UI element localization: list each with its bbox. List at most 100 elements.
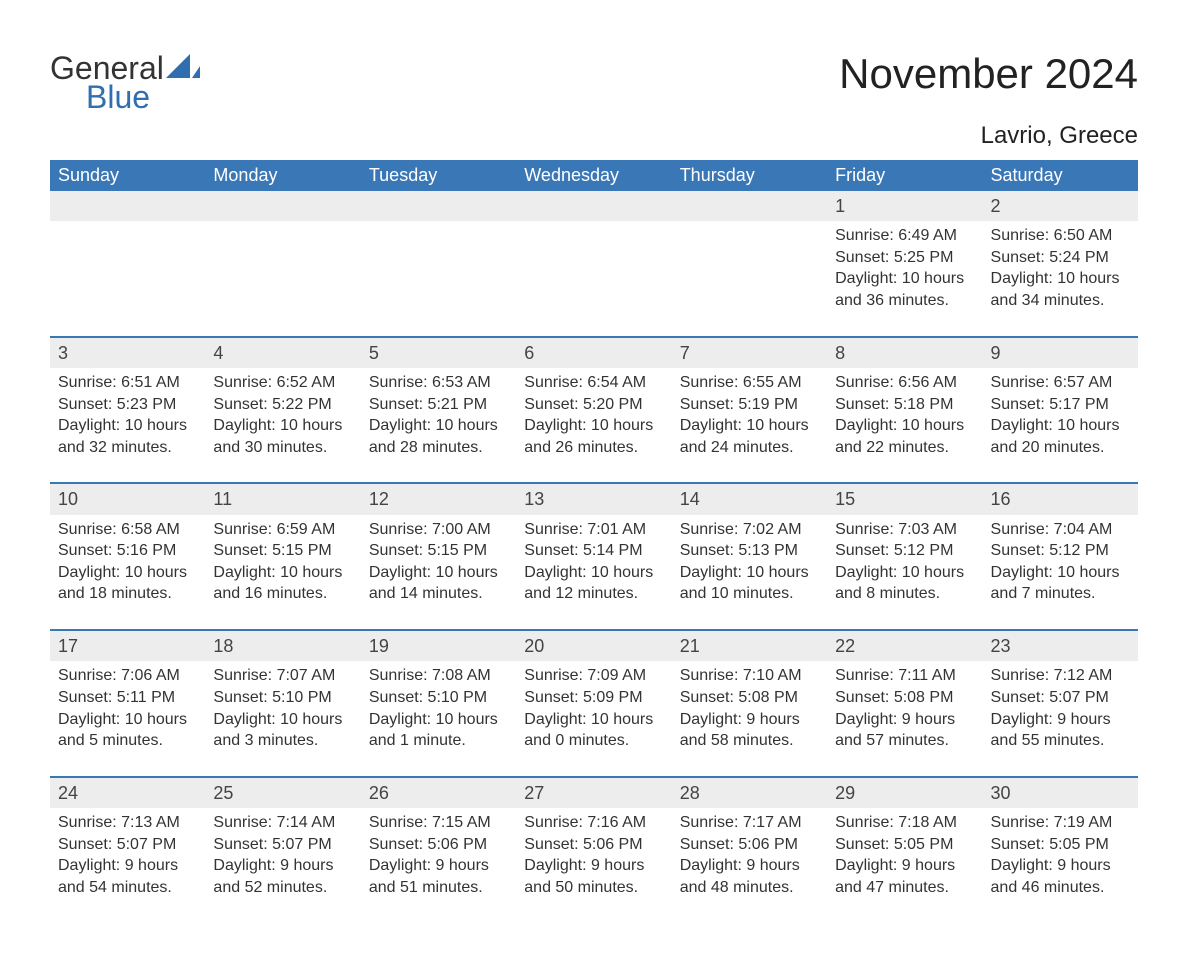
day-number-row: 10111213141516 <box>50 484 1138 514</box>
weekday-header: Tuesday <box>361 160 516 191</box>
day-cell: Sunrise: 7:17 AMSunset: 5:06 PMDaylight:… <box>672 808 827 922</box>
day-number: 14 <box>672 484 827 514</box>
day-number: 16 <box>983 484 1138 514</box>
day-number: 26 <box>361 778 516 808</box>
day-number: 2 <box>983 191 1138 221</box>
sunrise-line: Sunrise: 7:09 AM <box>524 665 663 687</box>
sunset-line: Sunset: 5:05 PM <box>991 834 1130 856</box>
sunset-line: Sunset: 5:11 PM <box>58 687 197 709</box>
empty-cell <box>361 221 516 335</box>
day-detail-row: Sunrise: 7:06 AMSunset: 5:11 PMDaylight:… <box>50 661 1138 775</box>
day-number: 30 <box>983 778 1138 808</box>
day-number: 5 <box>361 338 516 368</box>
day-cell: Sunrise: 7:14 AMSunset: 5:07 PMDaylight:… <box>205 808 360 922</box>
weekday-header: Wednesday <box>516 160 671 191</box>
sunrise-line: Sunrise: 7:14 AM <box>213 812 352 834</box>
daylight-line: Daylight: 10 hours and 14 minutes. <box>369 562 508 605</box>
day-cell: Sunrise: 7:18 AMSunset: 5:05 PMDaylight:… <box>827 808 982 922</box>
day-cell: Sunrise: 6:58 AMSunset: 5:16 PMDaylight:… <box>50 515 205 629</box>
weekday-header-row: SundayMondayTuesdayWednesdayThursdayFrid… <box>50 160 1138 191</box>
daylight-line: Daylight: 9 hours and 55 minutes. <box>991 709 1130 752</box>
sunset-line: Sunset: 5:17 PM <box>991 394 1130 416</box>
day-cell: Sunrise: 7:16 AMSunset: 5:06 PMDaylight:… <box>516 808 671 922</box>
empty-day <box>361 191 516 221</box>
day-cell: Sunrise: 6:57 AMSunset: 5:17 PMDaylight:… <box>983 368 1138 482</box>
logo: General Blue <box>50 50 200 116</box>
day-cell: Sunrise: 6:51 AMSunset: 5:23 PMDaylight:… <box>50 368 205 482</box>
day-cell: Sunrise: 6:52 AMSunset: 5:22 PMDaylight:… <box>205 368 360 482</box>
logo-sail-icon <box>166 54 200 80</box>
day-number: 4 <box>205 338 360 368</box>
sunset-line: Sunset: 5:09 PM <box>524 687 663 709</box>
daylight-line: Daylight: 10 hours and 5 minutes. <box>58 709 197 752</box>
day-cell: Sunrise: 7:04 AMSunset: 5:12 PMDaylight:… <box>983 515 1138 629</box>
daylight-line: Daylight: 9 hours and 52 minutes. <box>213 855 352 898</box>
day-number: 19 <box>361 631 516 661</box>
day-cell: Sunrise: 7:19 AMSunset: 5:05 PMDaylight:… <box>983 808 1138 922</box>
daylight-line: Daylight: 10 hours and 18 minutes. <box>58 562 197 605</box>
sunrise-line: Sunrise: 7:08 AM <box>369 665 508 687</box>
sunset-line: Sunset: 5:19 PM <box>680 394 819 416</box>
day-detail-row: Sunrise: 6:58 AMSunset: 5:16 PMDaylight:… <box>50 515 1138 629</box>
sunset-line: Sunset: 5:08 PM <box>835 687 974 709</box>
day-cell: Sunrise: 6:56 AMSunset: 5:18 PMDaylight:… <box>827 368 982 482</box>
daylight-line: Daylight: 10 hours and 7 minutes. <box>991 562 1130 605</box>
day-number: 8 <box>827 338 982 368</box>
sunrise-line: Sunrise: 7:17 AM <box>680 812 819 834</box>
sunset-line: Sunset: 5:06 PM <box>680 834 819 856</box>
sunrise-line: Sunrise: 7:18 AM <box>835 812 974 834</box>
day-cell: Sunrise: 7:09 AMSunset: 5:09 PMDaylight:… <box>516 661 671 775</box>
daylight-line: Daylight: 9 hours and 46 minutes. <box>991 855 1130 898</box>
sunrise-line: Sunrise: 6:58 AM <box>58 519 197 541</box>
daylight-line: Daylight: 10 hours and 20 minutes. <box>991 415 1130 458</box>
day-cell: Sunrise: 7:02 AMSunset: 5:13 PMDaylight:… <box>672 515 827 629</box>
day-cell: Sunrise: 6:54 AMSunset: 5:20 PMDaylight:… <box>516 368 671 482</box>
day-number: 20 <box>516 631 671 661</box>
daylight-line: Daylight: 10 hours and 28 minutes. <box>369 415 508 458</box>
sunset-line: Sunset: 5:22 PM <box>213 394 352 416</box>
page-title: November 2024 <box>839 50 1138 98</box>
day-number: 15 <box>827 484 982 514</box>
daylight-line: Daylight: 10 hours and 34 minutes. <box>991 268 1130 311</box>
day-number-row: 17181920212223 <box>50 631 1138 661</box>
day-number-row: 24252627282930 <box>50 778 1138 808</box>
empty-day <box>205 191 360 221</box>
daylight-line: Daylight: 9 hours and 51 minutes. <box>369 855 508 898</box>
sunset-line: Sunset: 5:07 PM <box>213 834 352 856</box>
sunset-line: Sunset: 5:18 PM <box>835 394 974 416</box>
weekday-header: Monday <box>205 160 360 191</box>
day-cell: Sunrise: 6:59 AMSunset: 5:15 PMDaylight:… <box>205 515 360 629</box>
sunrise-line: Sunrise: 7:12 AM <box>991 665 1130 687</box>
daylight-line: Daylight: 10 hours and 16 minutes. <box>213 562 352 605</box>
day-cell: Sunrise: 6:53 AMSunset: 5:21 PMDaylight:… <box>361 368 516 482</box>
sunset-line: Sunset: 5:08 PM <box>680 687 819 709</box>
sunset-line: Sunset: 5:06 PM <box>524 834 663 856</box>
empty-day <box>672 191 827 221</box>
daylight-line: Daylight: 10 hours and 12 minutes. <box>524 562 663 605</box>
day-number: 9 <box>983 338 1138 368</box>
sunrise-line: Sunrise: 7:03 AM <box>835 519 974 541</box>
day-cell: Sunrise: 6:50 AMSunset: 5:24 PMDaylight:… <box>983 221 1138 335</box>
sunset-line: Sunset: 5:12 PM <box>991 540 1130 562</box>
daylight-line: Daylight: 10 hours and 8 minutes. <box>835 562 974 605</box>
sunrise-line: Sunrise: 7:10 AM <box>680 665 819 687</box>
sunrise-line: Sunrise: 6:51 AM <box>58 372 197 394</box>
day-cell: Sunrise: 7:08 AMSunset: 5:10 PMDaylight:… <box>361 661 516 775</box>
day-cell: Sunrise: 7:10 AMSunset: 5:08 PMDaylight:… <box>672 661 827 775</box>
sunset-line: Sunset: 5:13 PM <box>680 540 819 562</box>
sunset-line: Sunset: 5:21 PM <box>369 394 508 416</box>
empty-cell <box>672 221 827 335</box>
day-cell: Sunrise: 7:12 AMSunset: 5:07 PMDaylight:… <box>983 661 1138 775</box>
daylight-line: Daylight: 10 hours and 30 minutes. <box>213 415 352 458</box>
day-cell: Sunrise: 7:07 AMSunset: 5:10 PMDaylight:… <box>205 661 360 775</box>
daylight-line: Daylight: 9 hours and 57 minutes. <box>835 709 974 752</box>
day-cell: Sunrise: 7:06 AMSunset: 5:11 PMDaylight:… <box>50 661 205 775</box>
weekday-header: Sunday <box>50 160 205 191</box>
sunset-line: Sunset: 5:07 PM <box>991 687 1130 709</box>
weekday-header: Saturday <box>983 160 1138 191</box>
sunset-line: Sunset: 5:20 PM <box>524 394 663 416</box>
daylight-line: Daylight: 9 hours and 47 minutes. <box>835 855 974 898</box>
daylight-line: Daylight: 10 hours and 1 minute. <box>369 709 508 752</box>
sunset-line: Sunset: 5:24 PM <box>991 247 1130 269</box>
sunset-line: Sunset: 5:06 PM <box>369 834 508 856</box>
